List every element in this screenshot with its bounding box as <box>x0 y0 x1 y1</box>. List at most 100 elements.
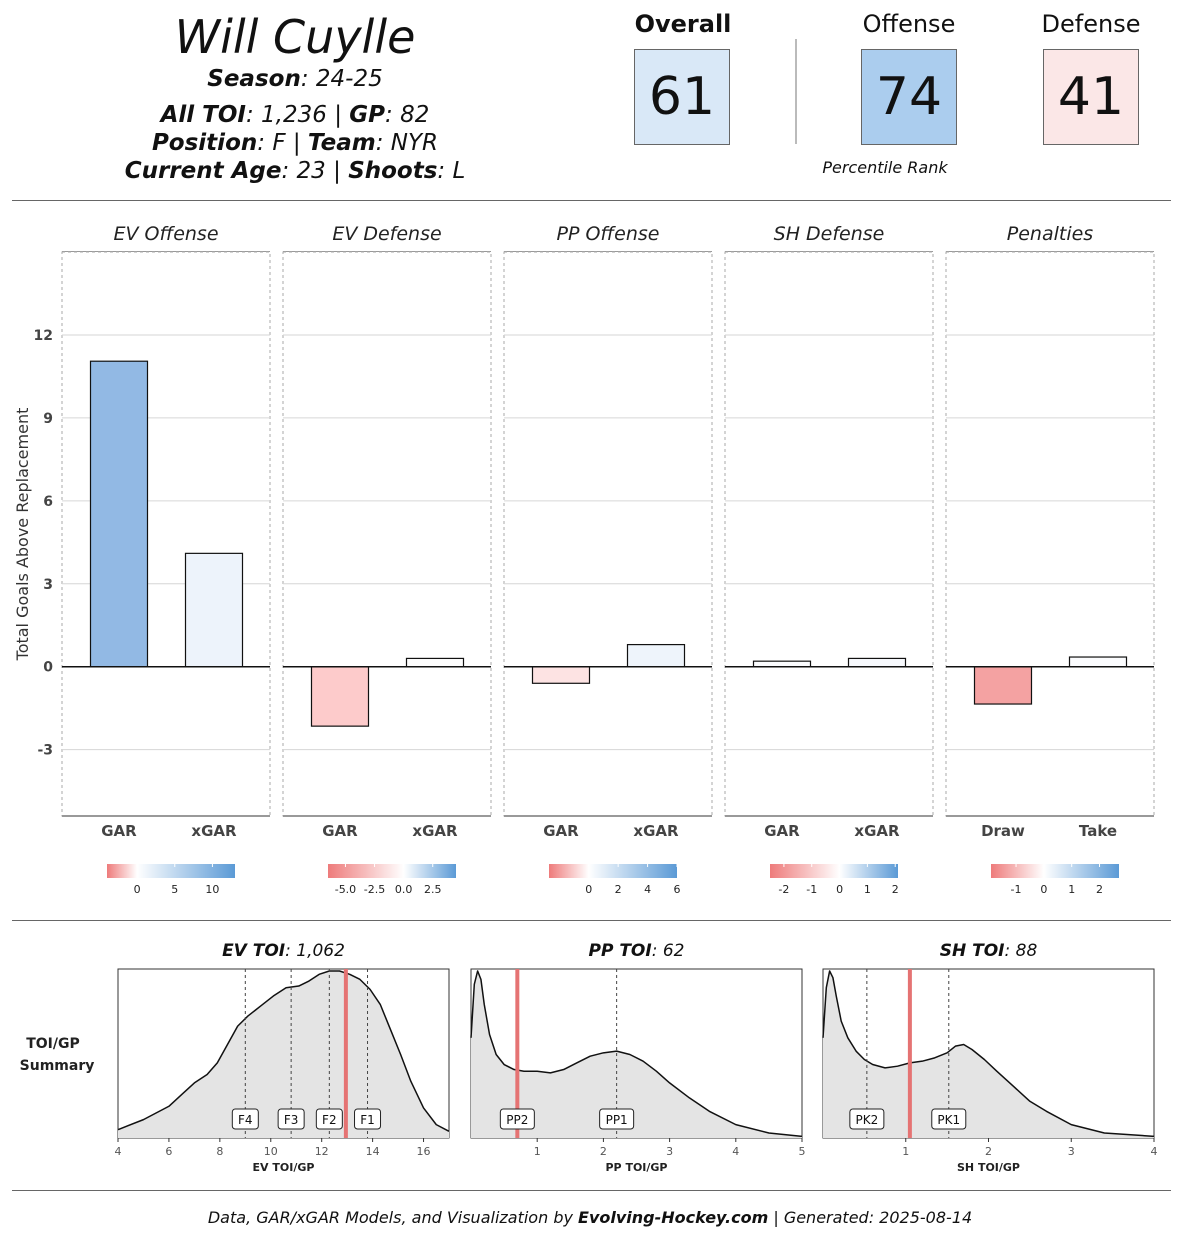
footer-suffix: | Generated: 2025-08-14 <box>768 1208 973 1227</box>
y-tick-label: 6 <box>43 494 53 510</box>
position-value: F <box>272 130 286 156</box>
overall-score-box: 61 <box>634 49 730 145</box>
x-axis-title: PP TOI/GP <box>605 1161 667 1174</box>
density-area <box>823 971 1154 1138</box>
bar-gar <box>752 660 812 668</box>
footer-brand: Evolving-Hockey.com <box>578 1208 769 1227</box>
toi-panel-title: SH TOI: 88 <box>940 941 1038 961</box>
x-tick-label: Draw <box>981 822 1025 840</box>
player-name: Will Cuylle <box>174 10 416 64</box>
bar-gar <box>89 360 149 668</box>
marker-label-box <box>277 1108 305 1130</box>
bar-draw <box>973 666 1033 705</box>
shoots-label: Shoots <box>348 158 438 184</box>
x-tick-label: GAR <box>764 822 800 840</box>
y-tick-label: 12 <box>34 328 53 344</box>
x-tick-label: 8 <box>216 1145 223 1158</box>
panel-frame <box>282 251 492 817</box>
bar-xgar <box>184 552 244 668</box>
age-value: 23 <box>296 158 326 184</box>
x-tick-label: 1 <box>902 1145 909 1158</box>
season-value: 24-25 <box>315 66 383 92</box>
legend-tick-label: 2 <box>892 883 899 896</box>
all-toi-value: 1,236 <box>261 102 327 128</box>
legend-tick-label: 0 <box>836 883 843 896</box>
position-label: Position <box>151 130 258 156</box>
y-tick-label: -3 <box>37 743 53 759</box>
legend-tick-label: 0 <box>134 883 141 896</box>
color-legend-bar <box>549 864 677 878</box>
gp-label: GP <box>349 102 386 128</box>
toi-title-label: PP TOI <box>589 941 652 961</box>
legend-tick-label: 2 <box>615 883 622 896</box>
team-value: NYR <box>390 130 439 156</box>
x-tick-label: GAR <box>101 822 137 840</box>
header-divider <box>12 200 1171 201</box>
legend-tick-label: -2 <box>778 883 789 896</box>
overall-label: Overall <box>634 10 732 38</box>
marker-label-box <box>315 1108 343 1130</box>
team-label: Team <box>307 130 376 156</box>
age-shoots-line: Current Age: 23 | Shoots: L <box>124 158 466 184</box>
panel-title: PP Offense <box>557 223 660 245</box>
toi-panel-title: EV TOI: 1,062 <box>222 941 345 961</box>
x-tick-label: 12 <box>315 1145 329 1158</box>
percentile-rank-caption: Percentile Rank <box>822 158 948 177</box>
bar-xgar <box>847 657 907 668</box>
legend-tick-label: 0.0 <box>395 883 413 896</box>
legend-tick-label: 0 <box>585 883 592 896</box>
density-curve <box>117 970 450 1132</box>
legend-tick-label: -1 <box>806 883 817 896</box>
legend-tick-label: -5.0 <box>335 883 356 896</box>
bar-gar <box>310 666 370 727</box>
panel-title: EV Defense <box>332 223 441 245</box>
x-tick-label: 16 <box>417 1145 431 1158</box>
all-toi-label: All TOI <box>160 102 246 128</box>
marker-label-box <box>599 1108 635 1130</box>
panel-title: Penalties <box>1007 223 1094 245</box>
footer-credit: Data, GAR/xGAR Models, and Visualization… <box>0 1208 1180 1227</box>
panel-sh-defense: SH Defense GAR xGAR -2 -1 0 1 2 <box>724 223 934 896</box>
legend-tick-label: 0 <box>1040 883 1047 896</box>
color-legend-bar <box>328 864 456 878</box>
bar-xgar <box>405 657 465 668</box>
marker-label-box <box>231 1108 259 1130</box>
color-legend-bar <box>107 864 235 878</box>
score-divider <box>795 39 797 144</box>
y-tick-label: 9 <box>43 411 53 427</box>
legend-tick-label: 5 <box>171 883 178 896</box>
panel-frame <box>724 251 934 817</box>
marker-label-f3: F3 <box>284 1113 299 1127</box>
x-tick-label: 2 <box>600 1145 607 1158</box>
legend-tick-label: 2.5 <box>424 883 442 896</box>
age-label: Current Age <box>124 158 282 184</box>
x-tick-label: 14 <box>366 1145 380 1158</box>
marker-label-pp1: PP1 <box>606 1113 628 1127</box>
x-tick-label: 10 <box>264 1145 278 1158</box>
defense-label: Defense <box>1041 10 1141 38</box>
x-tick-label: 4 <box>115 1145 122 1158</box>
legend-tick-label: 10 <box>205 883 219 896</box>
marker-label-f1: F1 <box>360 1113 375 1127</box>
season-line: Season: 24-25 <box>207 66 383 92</box>
panel-penalties: Penalties Draw Take -1 0 1 2 <box>945 223 1155 896</box>
marker-label-box <box>931 1108 967 1130</box>
marker-label-pk2: PK2 <box>855 1113 878 1127</box>
y-tick-label: 0 <box>43 660 53 676</box>
season-label: Season <box>207 66 301 92</box>
toi-density-chart: TOI/GP Summary EV TOI: 1,062 F4 F3 F2 F1 4 6 8 10 1… <box>20 941 1158 1174</box>
gp-value: 82 <box>400 102 430 128</box>
offense-score-box: 74 <box>861 49 957 145</box>
density-area <box>471 971 802 1138</box>
toi-title-value: : 88 <box>1005 941 1038 961</box>
legend-tick-label: -2.5 <box>364 883 385 896</box>
x-tick-label: 4 <box>732 1145 739 1158</box>
x-tick-label: xGAR <box>412 822 458 840</box>
y-axis-title: Total Goals Above Replacement <box>13 408 32 662</box>
gar-bar-chart: Total Goals Above Replacement-3036912EV … <box>13 223 1155 896</box>
x-tick-label: 1 <box>534 1145 541 1158</box>
offense-label: Offense <box>862 10 956 38</box>
marker-label-pp2: PP2 <box>506 1113 528 1127</box>
marker-label-f4: F4 <box>238 1113 253 1127</box>
summary-label-line2: Summary <box>20 1058 95 1074</box>
